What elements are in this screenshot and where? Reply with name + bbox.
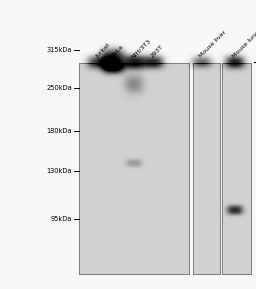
Text: NIH/3T3: NIH/3T3	[131, 38, 152, 59]
Text: 250kDa: 250kDa	[46, 85, 72, 91]
Text: HeLa: HeLa	[110, 44, 124, 59]
Text: 293T: 293T	[150, 44, 164, 59]
Text: 315kDa: 315kDa	[47, 47, 72, 53]
Text: Jurkat: Jurkat	[94, 42, 111, 59]
Text: Mouse liver: Mouse liver	[198, 30, 228, 59]
Text: 180kDa: 180kDa	[46, 128, 72, 134]
Text: 95kDa: 95kDa	[51, 216, 72, 222]
Text: Mouse lung: Mouse lung	[231, 30, 256, 59]
Text: 130kDa: 130kDa	[47, 168, 72, 174]
